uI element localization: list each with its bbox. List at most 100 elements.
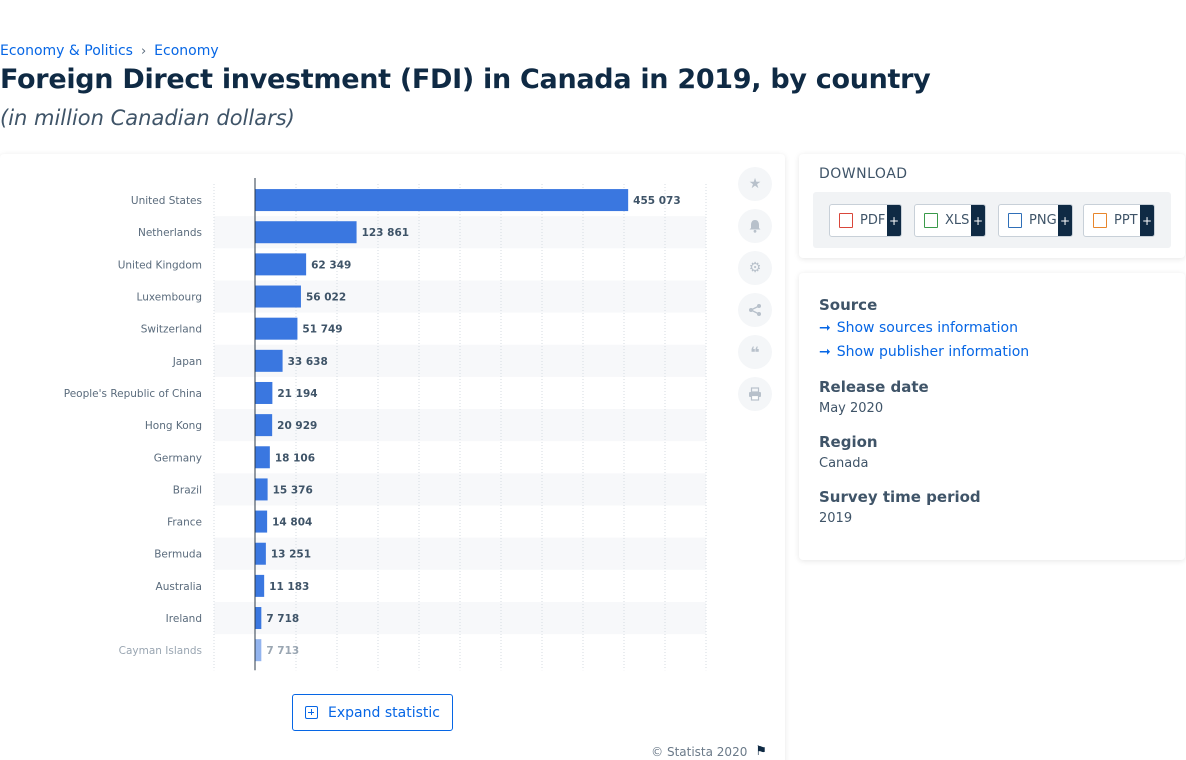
- bar-chart: United States 455 073 Netherlands 123 861 Un…: [64, 178, 707, 671]
- arrow-right-icon: ➞: [819, 320, 831, 336]
- bar: [255, 381, 273, 404]
- value-label: 21 194: [277, 388, 317, 400]
- category-label: Japan: [172, 356, 202, 368]
- download-pdf-plus[interactable]: +: [887, 205, 901, 236]
- download-pdf-label: PDF: [860, 213, 886, 228]
- ppt-file-icon: [1093, 213, 1107, 228]
- bar: [255, 189, 629, 212]
- row-band: [214, 344, 706, 377]
- settings-button[interactable]: ⚙: [738, 251, 772, 285]
- value-label: 123 861: [362, 227, 410, 239]
- category-label: Ireland: [166, 613, 202, 625]
- breadcrumb-economy[interactable]: Economy: [154, 43, 219, 59]
- download-png-plus[interactable]: +: [1058, 205, 1072, 236]
- alert-button[interactable]: [738, 209, 772, 243]
- show-sources-label: Show sources information: [836, 320, 1018, 336]
- chevron-right-icon: ›: [140, 43, 147, 59]
- bar: [255, 221, 357, 244]
- download-xls-plus[interactable]: +: [971, 205, 985, 236]
- flag-icon[interactable]: ⚑: [755, 744, 767, 759]
- download-xls-label: XLS: [945, 213, 970, 228]
- bar: [255, 639, 262, 662]
- info-card: Source ➞ Show sources information ➞ Show…: [799, 273, 1185, 560]
- category-label: United States: [131, 195, 202, 207]
- region-heading: Region: [819, 433, 878, 451]
- cite-button[interactable]: ❝: [738, 335, 772, 369]
- value-label: 18 106: [275, 452, 315, 464]
- bell-icon: [749, 220, 761, 233]
- show-publisher-label: Show publisher information: [836, 344, 1030, 360]
- pdf-file-icon: [839, 213, 853, 228]
- bar: [255, 510, 268, 533]
- download-pdf-button[interactable]: PDF +: [829, 204, 902, 237]
- copyright-text[interactable]: © Statista 2020: [651, 744, 748, 759]
- category-label: Luxembourg: [137, 292, 202, 304]
- release-date-value: May 2020: [819, 401, 884, 416]
- breadcrumb-economy-politics[interactable]: Economy & Politics: [0, 43, 133, 59]
- value-label: 51 749: [302, 324, 342, 336]
- value-label: 56 022: [306, 292, 346, 304]
- png-file-icon: [1008, 213, 1022, 228]
- favorite-button[interactable]: ★: [738, 167, 772, 201]
- category-label: Cayman Islands: [119, 645, 202, 657]
- plus-square-icon: [305, 706, 319, 719]
- bar: [255, 349, 283, 372]
- category-label: France: [167, 517, 202, 529]
- value-label: 20 929: [277, 420, 317, 432]
- xls-file-icon: [924, 213, 938, 228]
- category-label: Bermuda: [154, 549, 202, 561]
- page-subtitle: (in million Canadian dollars): [0, 106, 295, 130]
- survey-period-value: 2019: [819, 511, 853, 526]
- copyright: © Statista 2020 ⚑: [651, 744, 767, 759]
- value-label: 11 183: [269, 581, 309, 593]
- bar: [255, 574, 265, 597]
- bar: [255, 253, 307, 276]
- category-label: Netherlands: [138, 227, 202, 239]
- category-label: Switzerland: [141, 324, 202, 336]
- arrow-right-icon: ➞: [819, 344, 831, 360]
- source-heading: Source: [819, 296, 878, 314]
- region-value: Canada: [819, 456, 869, 471]
- bar: [255, 607, 262, 630]
- value-label: 13 251: [271, 549, 311, 561]
- download-buttons: PDF + XLS + PNG + PPT +: [813, 192, 1171, 248]
- download-png-button[interactable]: PNG +: [998, 204, 1073, 237]
- breadcrumb: Economy & Politics › Economy: [0, 43, 219, 59]
- category-label: Brazil: [173, 484, 202, 496]
- page-title: Foreign Direct investment (FDI) in Canad…: [0, 64, 931, 95]
- value-label: 33 638: [288, 356, 328, 368]
- download-card: DOWNLOAD PDF + XLS + PNG + PPT +: [799, 154, 1185, 258]
- show-publisher-link[interactable]: ➞ Show publisher information: [819, 344, 1029, 360]
- download-ppt-label: PPT: [1114, 213, 1138, 228]
- show-sources-link[interactable]: ➞ Show sources information: [819, 320, 1018, 336]
- download-title: DOWNLOAD: [819, 166, 908, 182]
- value-label: 455 073: [633, 195, 681, 207]
- download-ppt-plus[interactable]: +: [1140, 205, 1154, 236]
- chart-card: United States 455 073 Netherlands 123 861 Un…: [0, 154, 785, 760]
- download-png-label: PNG: [1029, 213, 1057, 228]
- expand-statistic-label: Expand statistic: [328, 704, 440, 721]
- expand-statistic-button[interactable]: Expand statistic: [292, 694, 453, 731]
- download-xls-button[interactable]: XLS +: [914, 204, 986, 237]
- share-button[interactable]: [738, 293, 772, 327]
- category-label: Germany: [154, 452, 202, 464]
- print-button[interactable]: [738, 377, 772, 411]
- download-ppt-button[interactable]: PPT +: [1083, 204, 1155, 237]
- share-icon: [749, 304, 761, 316]
- category-label: Australia: [156, 581, 202, 593]
- star-icon: ★: [748, 176, 762, 192]
- value-label: 62 349: [311, 259, 351, 271]
- release-date-heading: Release date: [819, 378, 929, 396]
- bar: [255, 317, 298, 340]
- printer-icon: [749, 387, 761, 401]
- bar: [255, 478, 268, 501]
- row-band: [214, 409, 706, 442]
- category-label: People's Republic of China: [64, 388, 202, 400]
- quote-icon: ❝: [750, 342, 760, 362]
- category-label: Hong Kong: [145, 420, 202, 432]
- value-label: 7 713: [266, 645, 299, 657]
- bar: [255, 285, 301, 308]
- value-label: 14 804: [272, 517, 312, 529]
- bar: [255, 414, 273, 437]
